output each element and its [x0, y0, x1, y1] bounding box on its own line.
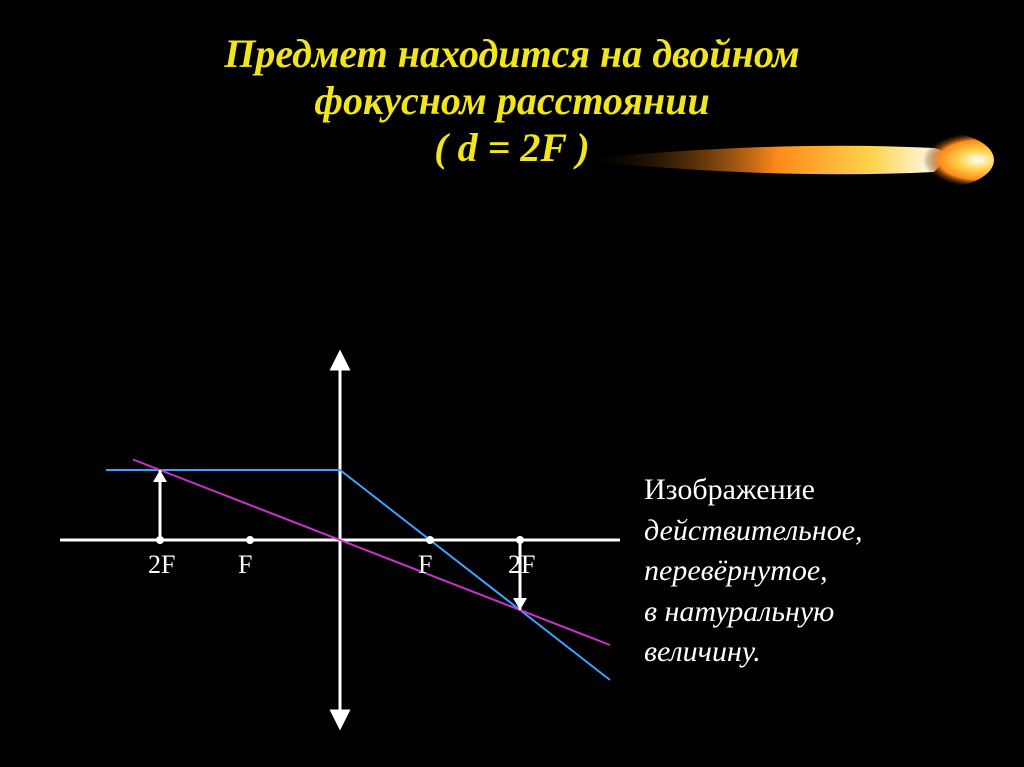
axis-label: F — [418, 550, 432, 580]
title-line-2: фокусном расстоянии — [0, 77, 1024, 124]
title-line-1: Предмет находится на двойном — [0, 30, 1024, 77]
desc-line-1: действительное, — [644, 511, 964, 552]
image-description: Изображение действительное, перевёрнутое… — [644, 470, 964, 673]
slide-title: Предмет находится на двойном фокусном ра… — [0, 30, 1024, 171]
axis-label: 2F — [508, 550, 535, 580]
slide: Предмет находится на двойном фокусном ра… — [0, 0, 1024, 767]
desc-lead: Изображение — [644, 470, 964, 511]
ray-diagram: F 2F F 2F — [60, 340, 620, 740]
diagram-svg — [60, 340, 620, 740]
axis-label: 2F — [148, 550, 175, 580]
title-line-3: ( d = 2F ) — [0, 124, 1024, 171]
desc-line-4: величину. — [644, 632, 964, 673]
desc-line-2: перевёрнутое, — [644, 551, 964, 592]
desc-line-3: в натуральную — [644, 592, 964, 633]
axis-label: F — [238, 550, 252, 580]
